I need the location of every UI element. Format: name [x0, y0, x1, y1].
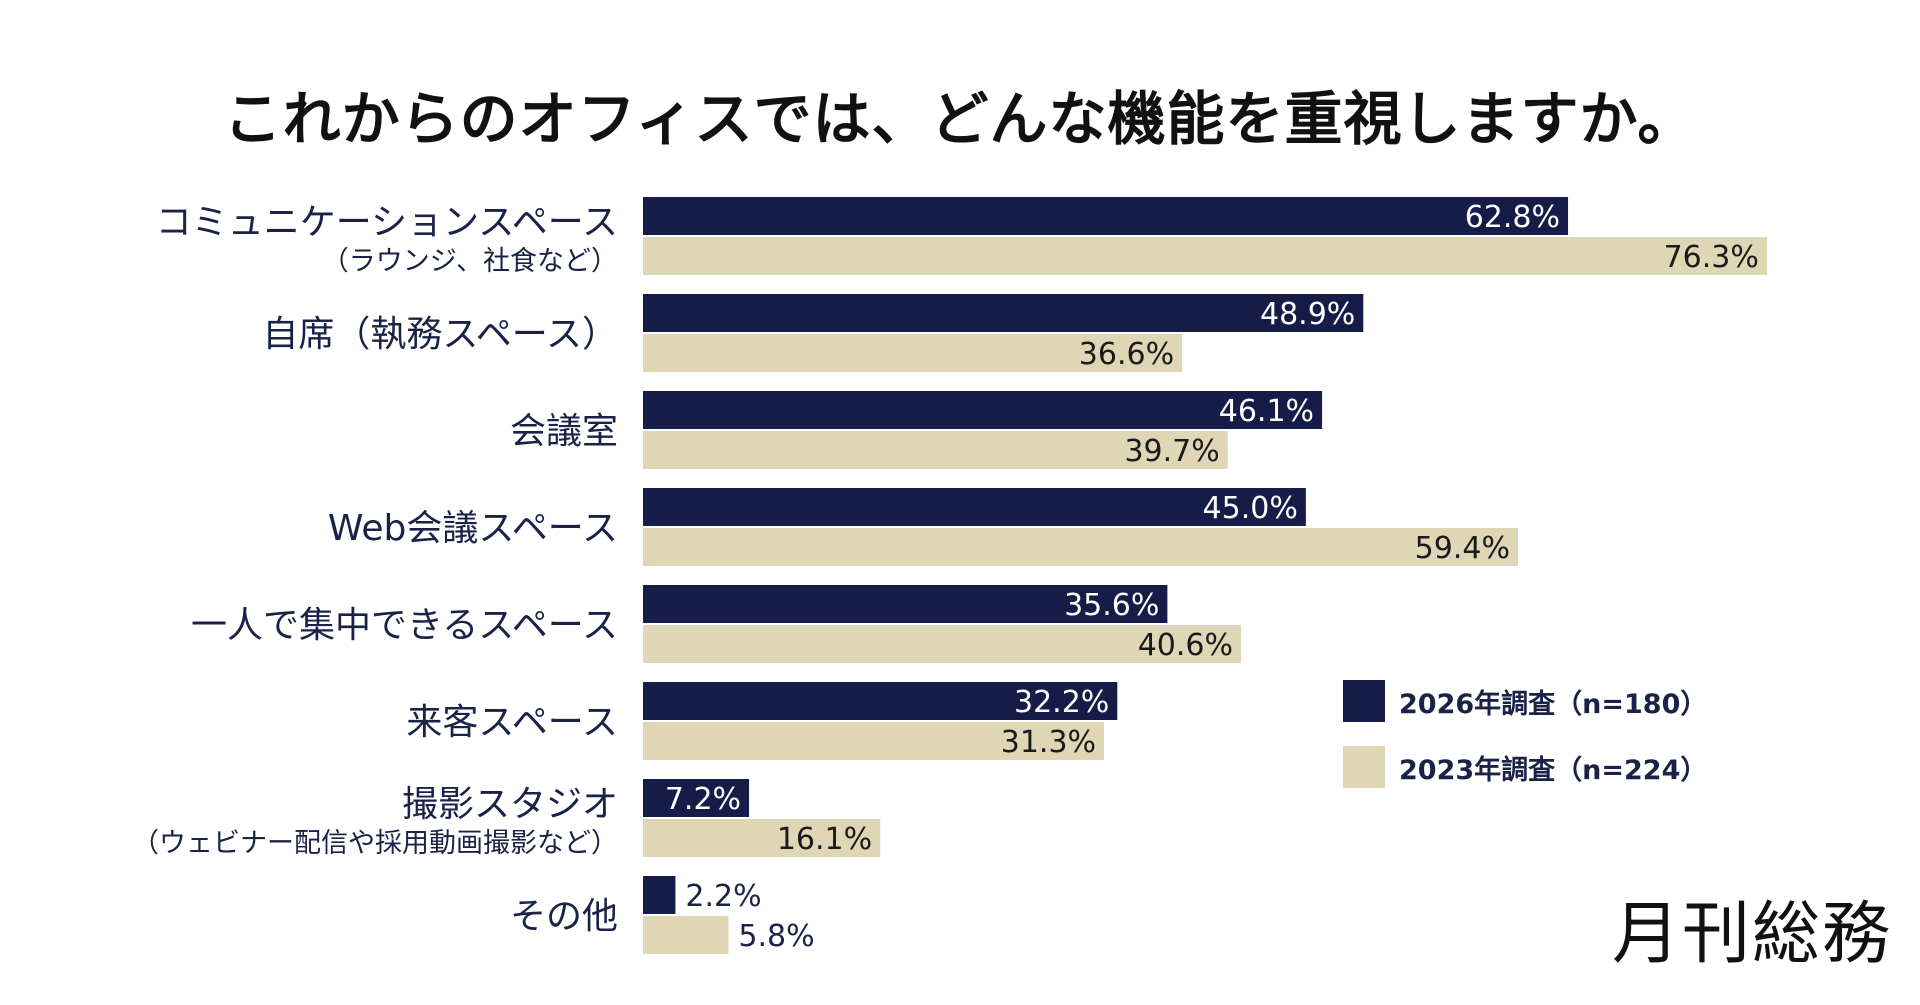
data-label: 36.6%	[1079, 337, 1174, 372]
category-label: 撮影スタジオ	[402, 784, 618, 825]
data-label: 48.9%	[1260, 297, 1355, 332]
legend-swatch-2026	[1343, 680, 1385, 722]
bar-2026	[643, 488, 1306, 526]
bar-2026	[643, 876, 676, 914]
bar-2023	[643, 334, 1183, 372]
bar-2026	[643, 197, 1569, 235]
bar-2023	[643, 916, 729, 954]
category-label: コミュニケーションスペース	[156, 202, 618, 243]
category-label: その他	[510, 896, 618, 937]
bar-2026	[643, 391, 1323, 429]
data-label: 40.6%	[1138, 628, 1233, 663]
bar-2026	[643, 682, 1118, 720]
data-label: 35.6%	[1064, 588, 1159, 623]
category-label: 一人で集中できるスペース	[191, 605, 618, 646]
data-label: 59.4%	[1415, 531, 1510, 566]
chart-legend: 2026年調査（n=180） 2023年調査（n=224）	[1343, 680, 1707, 812]
data-label: 2.2%	[685, 879, 761, 914]
category-sublabel: （ラウンジ、社食など）	[322, 246, 618, 277]
chart-title: これからのオフィスでは、どんな機能を重視しますか。	[223, 85, 1697, 153]
data-label: 62.8%	[1465, 200, 1560, 235]
brand-logo: 月刊総務	[1611, 895, 1892, 974]
category-label: 自席（執務スペース）	[262, 314, 618, 355]
data-label: 7.2%	[665, 782, 741, 817]
data-label: 45.0%	[1203, 491, 1298, 526]
data-label: 16.1%	[777, 822, 872, 857]
data-label: 31.3%	[1001, 725, 1096, 760]
bar-2026	[643, 585, 1168, 623]
data-label: 5.8%	[738, 919, 814, 954]
category-label: 来客スペース	[406, 702, 618, 743]
bar-2023	[643, 528, 1518, 566]
legend-label-2023: 2023年調査（n=224）	[1399, 754, 1708, 786]
bar-2023	[643, 819, 881, 857]
bar-2023	[643, 237, 1767, 275]
bar-2023	[643, 431, 1228, 469]
category-sublabel: （ウェビナー配信や採用動画撮影など）	[132, 828, 618, 859]
legend-item-2026: 2026年調査（n=180）	[1343, 680, 1707, 722]
bar-2023	[643, 625, 1242, 663]
legend-item-2023: 2023年調査（n=224）	[1343, 746, 1707, 788]
data-label: 32.2%	[1014, 685, 1109, 720]
data-label: 39.7%	[1124, 434, 1219, 469]
data-label: 76.3%	[1664, 240, 1759, 275]
bar-2023	[643, 722, 1105, 760]
category-label: Web会議スペース	[328, 508, 618, 549]
bar-2026	[643, 294, 1364, 332]
category-label: 会議室	[510, 411, 618, 452]
legend-swatch-2023	[1343, 746, 1385, 788]
bar-2026	[643, 779, 750, 817]
data-label: 46.1%	[1219, 394, 1314, 429]
legend-label-2026: 2026年調査（n=180）	[1399, 688, 1708, 720]
